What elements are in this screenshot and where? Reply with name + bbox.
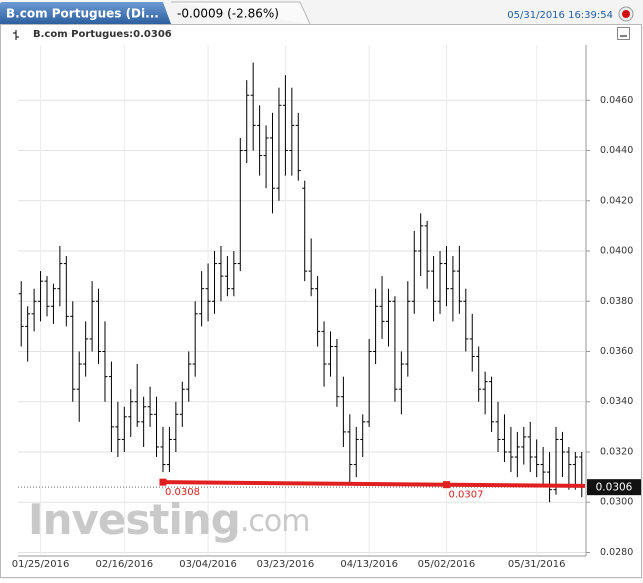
trend-label: 0.0308 (165, 487, 200, 498)
tab-title[interactable]: B.com Portugues (Di... (6, 7, 159, 21)
tab[interactable] (0, 2, 171, 24)
record-dot (622, 10, 630, 18)
last-price-box (587, 479, 641, 496)
watermark: Investing.com (28, 495, 309, 544)
y-tick-label: 0.0340 (600, 396, 633, 407)
tab-info (171, 1, 311, 25)
watermark-brand: Investing (28, 495, 240, 544)
price-change: -0.0009 (-2.86%) (177, 7, 279, 21)
trend-line (162, 480, 586, 488)
x-tick-label: 01/25/2016 (12, 559, 70, 570)
y-tick-label: 0.0280 (600, 547, 633, 558)
y-tick-label: 0.0420 (600, 195, 633, 206)
y-tick-label: 0.0440 (600, 145, 633, 156)
y-tick-label: 0.0320 (600, 446, 633, 457)
last-price-label: 0.0306 (596, 482, 633, 494)
minimize-button[interactable] (617, 27, 630, 40)
y-tick-label: 0.0380 (600, 296, 633, 307)
trend-label: 0.0307 (448, 490, 483, 501)
y-tick-label: 0.0460 (600, 95, 633, 106)
plot-area (18, 45, 585, 555)
x-tick-label: 03/23/2016 (257, 559, 315, 570)
y-tick-label: 0.0300 (600, 497, 633, 508)
x-tick-label: 05/31/2016 (508, 559, 566, 570)
x-tick-label: 05/02/2016 (418, 559, 476, 570)
x-tick-label: 02/16/2016 (95, 559, 153, 570)
timestamp: 05/31/2016 16:39:54 (507, 10, 613, 21)
x-tick-label: 03/04/2016 (179, 559, 237, 570)
watermark-suffix: .com (240, 504, 310, 539)
legend-label: B.com Portugues:0.0306 (33, 29, 172, 40)
ohlc-icon (13, 30, 19, 40)
x-tick-label: 04/13/2016 (340, 559, 398, 570)
trend-handle (159, 478, 167, 486)
trend-handle (442, 481, 450, 489)
y-tick-label: 0.0400 (600, 246, 633, 257)
y-tick-label: 0.0360 (600, 346, 633, 357)
